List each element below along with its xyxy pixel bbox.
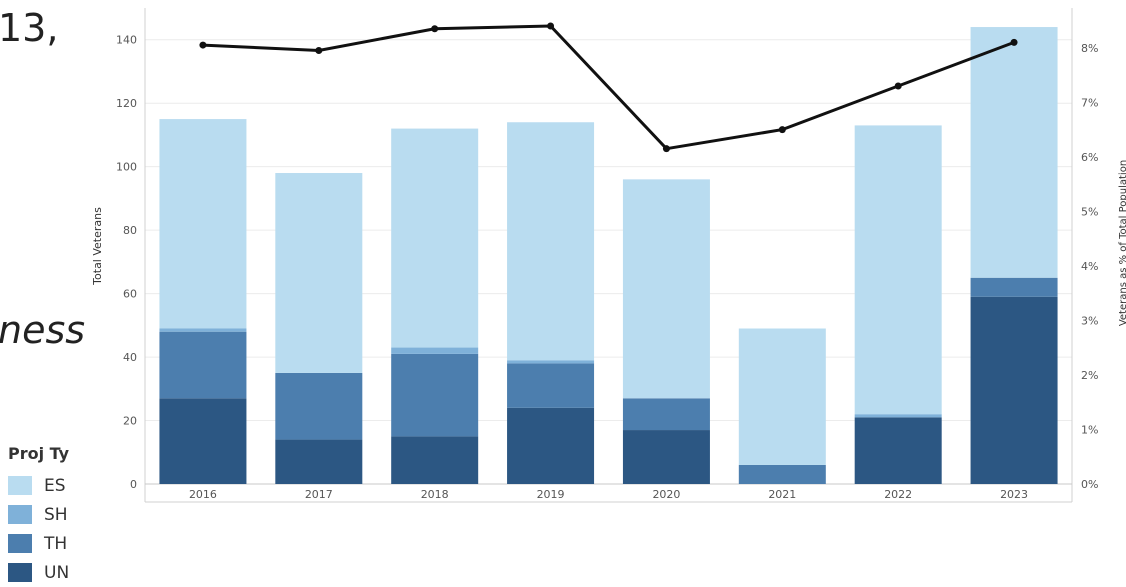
line-path bbox=[202, 24, 1015, 151]
y2-tick-label: 8% bbox=[1081, 42, 1098, 55]
x-tick-label: 2023 bbox=[1000, 488, 1028, 501]
y-tick-label: 100 bbox=[116, 161, 137, 174]
bar-sh-2018 bbox=[391, 347, 479, 354]
x-tick-label: 2021 bbox=[768, 488, 796, 501]
legend-swatch bbox=[8, 534, 32, 553]
y2-tick-label: 0% bbox=[1081, 478, 1098, 491]
legend-label: SH bbox=[44, 504, 68, 525]
legend-swatch bbox=[8, 563, 32, 582]
bar-un-2022 bbox=[854, 417, 942, 484]
line-point-2022 bbox=[894, 82, 902, 90]
line-point-2018 bbox=[431, 25, 439, 33]
bar-un-2023 bbox=[970, 296, 1058, 484]
legend: Proj Ty ES SH TH UN bbox=[8, 444, 69, 587]
x-tick-label: 2017 bbox=[305, 488, 333, 501]
x-tick-label: 2018 bbox=[421, 488, 449, 501]
x-tick-label: 2022 bbox=[884, 488, 912, 501]
line-series bbox=[199, 22, 1018, 153]
line-point-2020 bbox=[662, 145, 670, 153]
y2-tick-label: 6% bbox=[1081, 151, 1098, 164]
y2-tick-label: 4% bbox=[1081, 260, 1098, 273]
y2-tick-label: 3% bbox=[1081, 314, 1098, 327]
clipped-heading-fragment: 13, bbox=[0, 6, 59, 50]
y2-tick-label: 7% bbox=[1081, 96, 1098, 109]
bar-un-2019 bbox=[507, 407, 595, 484]
bar-es-2017 bbox=[275, 173, 363, 373]
bar-un-2017 bbox=[275, 439, 363, 484]
y2-tick-label: 5% bbox=[1081, 205, 1098, 218]
y-tick-label: 60 bbox=[123, 288, 137, 301]
line-point-2023 bbox=[1010, 38, 1018, 46]
x-tick-label: 2020 bbox=[652, 488, 680, 501]
bar-th-2016 bbox=[159, 331, 247, 399]
line-point-2016 bbox=[199, 41, 207, 49]
bar-sh-2022 bbox=[854, 414, 942, 418]
bar-un-2016 bbox=[159, 398, 247, 484]
y-tick-label: 0 bbox=[130, 478, 137, 491]
line-point-2019 bbox=[547, 22, 555, 30]
y-tick-label: 20 bbox=[123, 415, 137, 428]
bars bbox=[159, 27, 1058, 484]
legend-title: Proj Ty bbox=[8, 444, 70, 463]
legend-item-sh[interactable]: SH bbox=[8, 500, 69, 529]
legend-label: ES bbox=[44, 475, 66, 496]
bar-th-2021 bbox=[738, 464, 826, 484]
y-axis-left: 0 20 40 60 80 100 120 140 bbox=[116, 34, 137, 491]
y-tick-label: 40 bbox=[123, 351, 137, 364]
legend-swatch bbox=[8, 505, 32, 524]
legend-label: UN bbox=[44, 562, 70, 583]
legend-item-th[interactable]: TH bbox=[8, 529, 69, 558]
y-tick-label: 80 bbox=[123, 224, 137, 237]
line-point-2021 bbox=[778, 126, 786, 134]
legend-item-un[interactable]: UN bbox=[8, 558, 69, 587]
bar-es-2016 bbox=[159, 119, 247, 329]
line-point-2017 bbox=[315, 47, 323, 55]
y2-tick-label: 1% bbox=[1081, 423, 1098, 436]
y-tick-label: 140 bbox=[116, 34, 137, 47]
bar-es-2023 bbox=[970, 27, 1058, 278]
y-tick-label: 120 bbox=[116, 97, 137, 110]
bar-sh-2019 bbox=[507, 360, 595, 364]
legend-label: TH bbox=[44, 533, 68, 554]
clipped-italic-fragment: ness bbox=[0, 308, 86, 352]
bar-es-2018 bbox=[391, 128, 479, 348]
bar-th-2018 bbox=[391, 353, 479, 437]
bar-es-2022 bbox=[854, 125, 942, 415]
y2-tick-label: 2% bbox=[1081, 369, 1098, 382]
y-axis-label: Total Veterans bbox=[91, 207, 104, 286]
bar-es-2019 bbox=[507, 122, 595, 361]
bar-th-2019 bbox=[507, 363, 595, 408]
bar-sh-2016 bbox=[159, 328, 247, 332]
bar-es-2021 bbox=[738, 328, 826, 465]
x-tick-label: 2016 bbox=[189, 488, 217, 501]
bar-th-2020 bbox=[622, 398, 710, 431]
bar-th-2023 bbox=[970, 277, 1058, 297]
bar-un-2018 bbox=[391, 436, 479, 484]
y-axis-right: 0% 1% 2% 3% 4% 5% 6% 7% 8% bbox=[1081, 42, 1098, 491]
bar-es-2020 bbox=[622, 179, 710, 399]
bar-un-2020 bbox=[622, 430, 710, 484]
x-axis: 2016 2017 2018 2019 2020 2021 2022 2023 bbox=[189, 488, 1028, 501]
bar-th-2017 bbox=[275, 372, 363, 440]
legend-swatch bbox=[8, 476, 32, 495]
y2-axis-label: Veterans as % of Total Population bbox=[1118, 160, 1126, 326]
legend-item-es[interactable]: ES bbox=[8, 471, 69, 500]
x-tick-label: 2019 bbox=[537, 488, 565, 501]
